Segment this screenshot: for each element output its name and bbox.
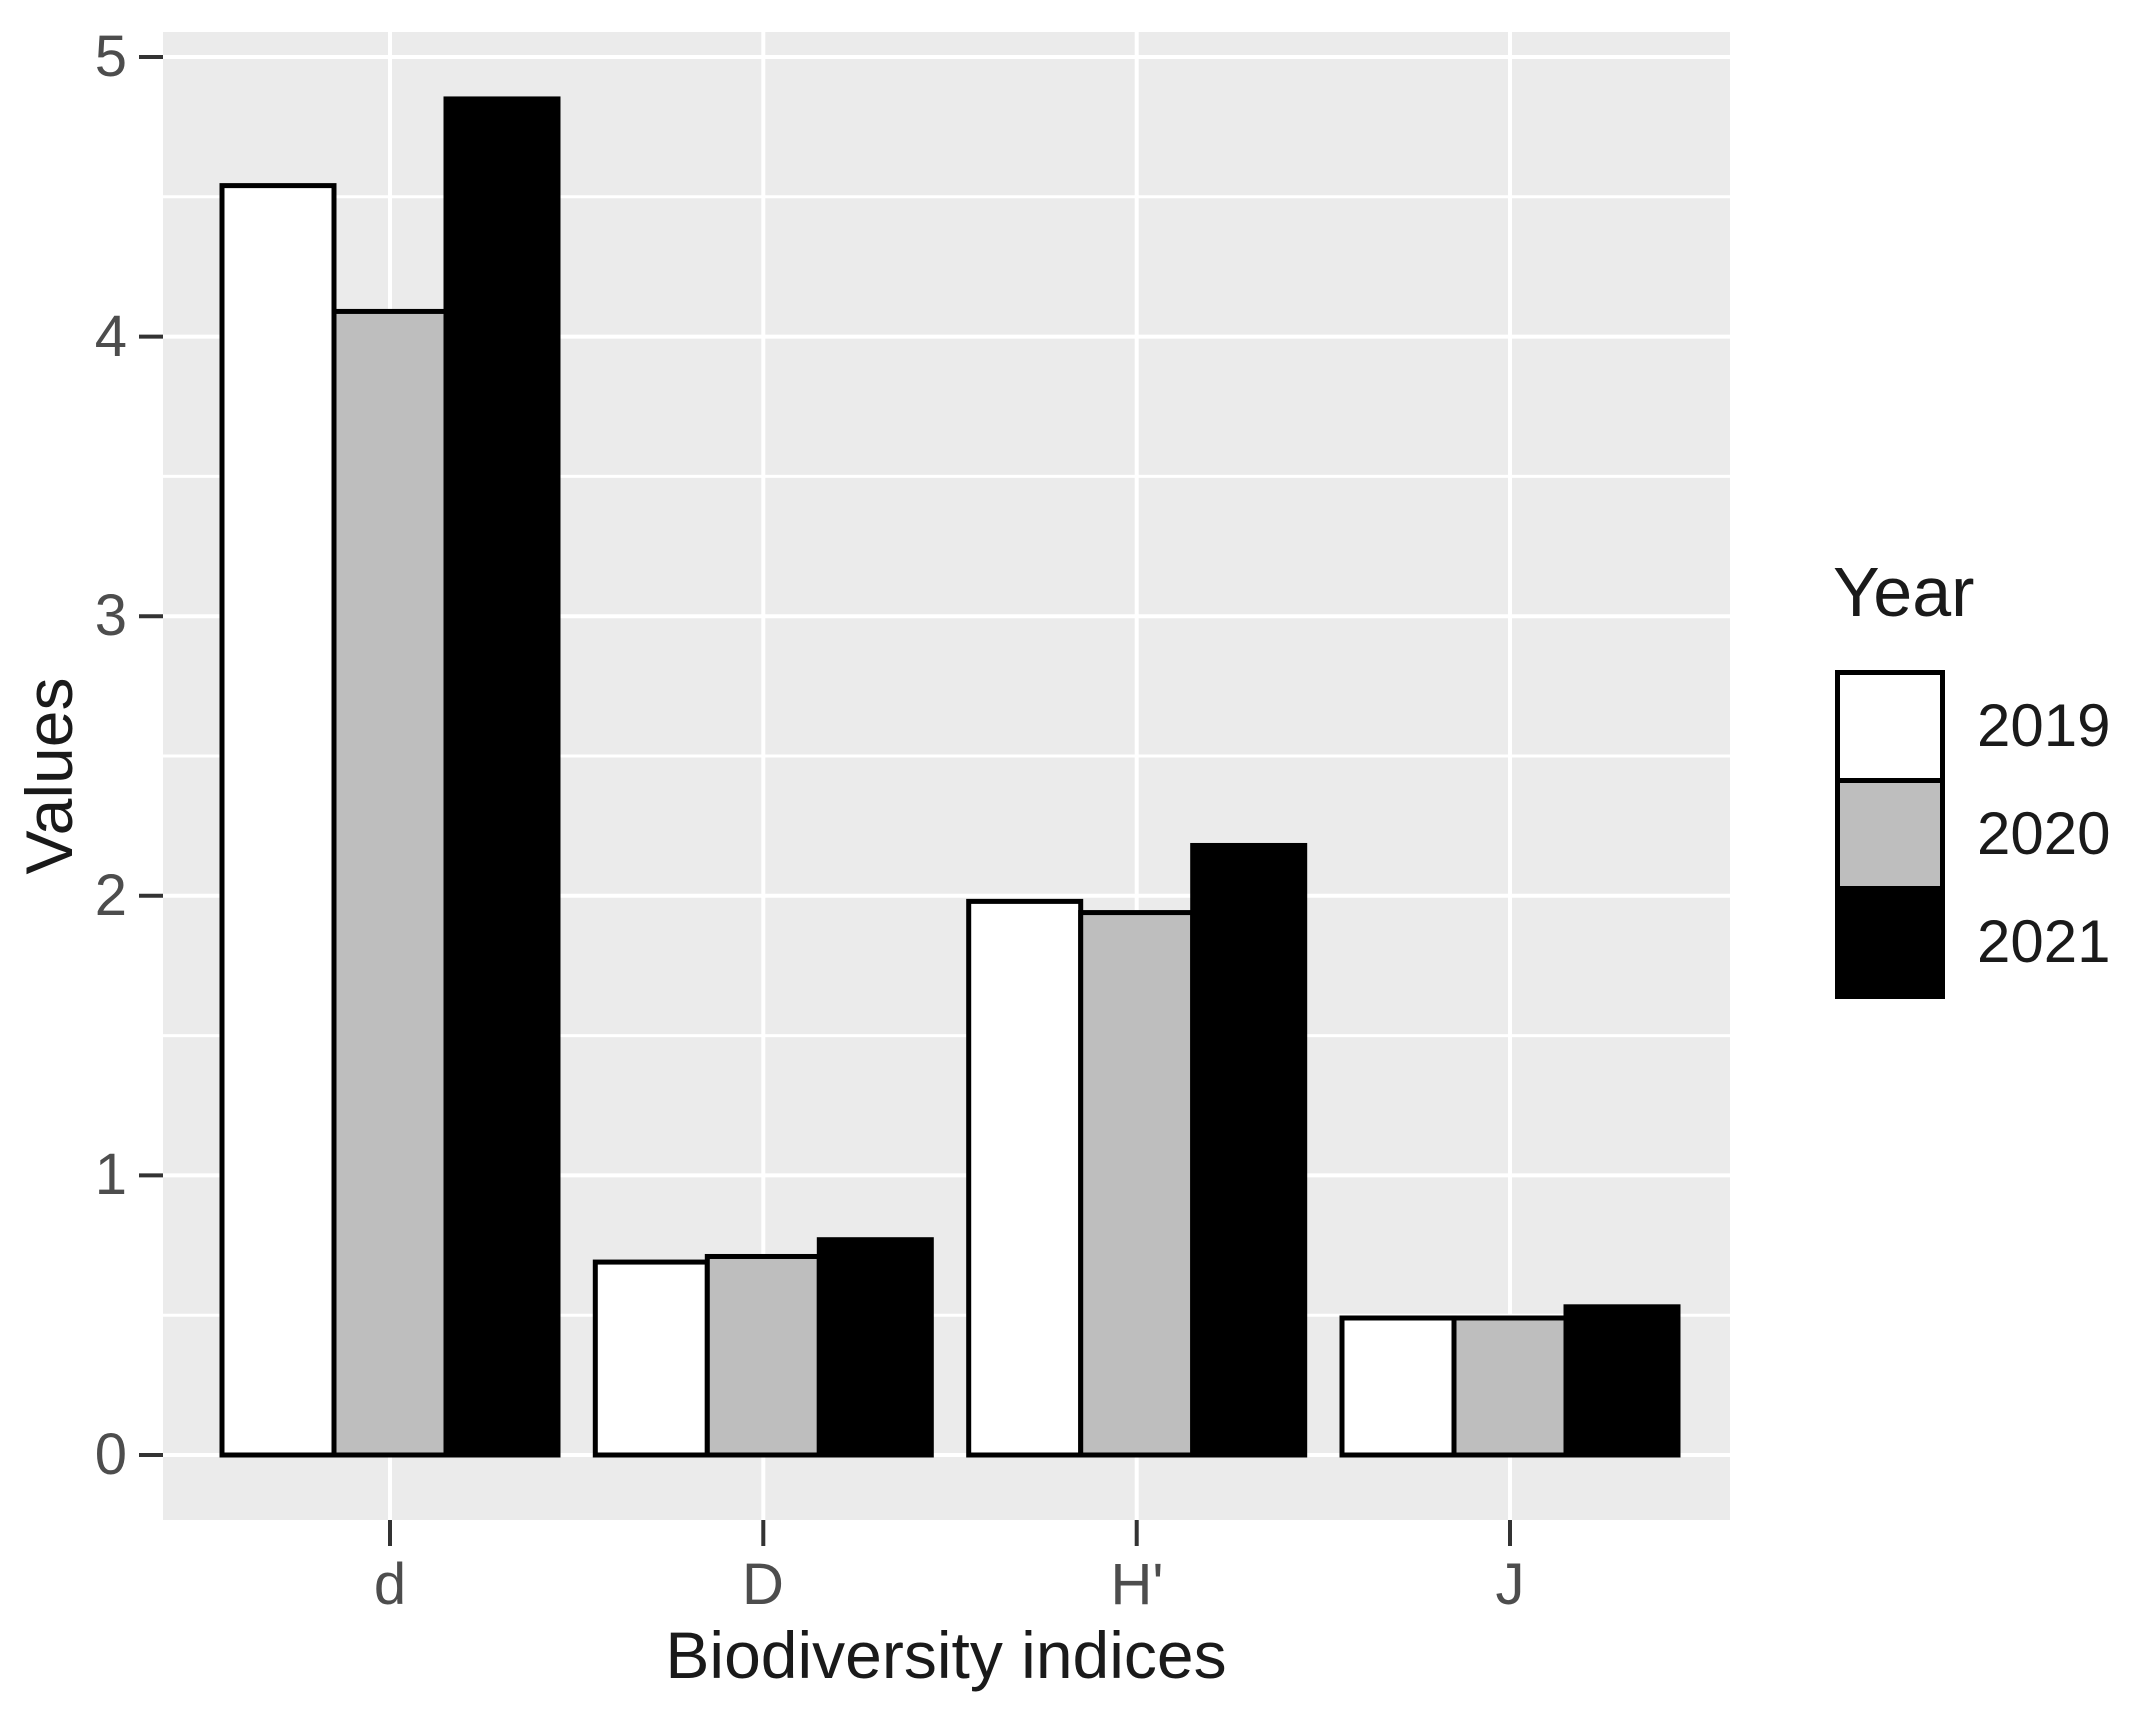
legend-key-2020 [1835, 777, 1945, 891]
legend-title: Year [1833, 553, 1975, 631]
y-tick-label-3: 3 [94, 583, 127, 648]
legend-keys: 2019 2020 2021 [1835, 669, 2111, 999]
y-tick-label-0: 0 [94, 1422, 127, 1487]
legend: Year 2019 2020 2021 [1833, 553, 2111, 999]
legend-entry-2020: 2020 [1835, 777, 2111, 891]
bar-J-2019 [1339, 1315, 1457, 1458]
x-tick-label-J: J [1495, 1552, 1525, 1617]
bar-H'-2020 [1078, 910, 1196, 1458]
y-tick-label-5: 5 [94, 24, 127, 89]
bar-D-2019 [592, 1259, 710, 1458]
bar-d-2019 [219, 183, 337, 1458]
bar-H'-2021 [1190, 842, 1308, 1458]
legend-entry-2021: 2021 [1835, 885, 2111, 999]
y-axis-title: Values [12, 677, 86, 875]
bar-d-2021 [443, 96, 561, 1458]
x-axis-title: Biodiversity indices [665, 1618, 1227, 1692]
legend-entry-2019: 2019 [1835, 669, 2111, 783]
bar-D-2021 [816, 1237, 934, 1458]
x-tick-label-d: d [373, 1552, 407, 1617]
bar-H'-2019 [966, 898, 1084, 1458]
x-tick-label-D: D [742, 1552, 784, 1617]
legend-key-2021 [1835, 885, 1945, 999]
y-tick-label-1: 1 [94, 1142, 127, 1207]
bar-J-2020 [1451, 1315, 1569, 1458]
y-tick-label-2: 2 [94, 863, 127, 928]
legend-label-2020: 2020 [1977, 800, 2111, 867]
bar-D-2020 [704, 1253, 822, 1458]
legend-label-2019: 2019 [1977, 692, 2111, 759]
x-tick-label-Hprime: H' [1110, 1552, 1164, 1617]
y-tick-label-4: 4 [94, 304, 127, 369]
legend-label-2021: 2021 [1977, 908, 2111, 975]
bar-d-2020 [331, 308, 449, 1458]
bar-J-2021 [1563, 1304, 1681, 1458]
legend-key-2019 [1835, 669, 1945, 783]
